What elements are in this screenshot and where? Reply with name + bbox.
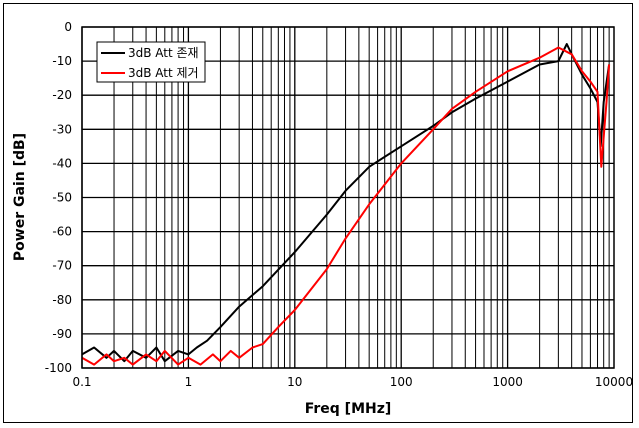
y-tick-label: -30 [52, 122, 72, 136]
y-tick-label: -20 [52, 88, 72, 102]
y-tick-label: -50 [52, 191, 72, 205]
y-tick-label: -40 [52, 156, 72, 170]
plot-area [81, 26, 615, 369]
x-tick-label: 1000 [492, 375, 523, 389]
tick-labels: 0.1 1 10 100 1000 10000 0 -10 -20 -30 -40 -50 -60 -70… [45, 20, 633, 389]
legend: 3dB Att 존재 3dB Att 제거 [96, 41, 206, 83]
legend-label-2: 3dB Att 제거 [128, 66, 199, 80]
y-tick-label: -80 [52, 293, 72, 307]
y-tick-label: -90 [52, 327, 72, 341]
y-tick-label: -70 [52, 259, 72, 273]
y-tick-label: -100 [45, 361, 72, 375]
y-tick-label: 0 [64, 20, 72, 34]
y-tick-label: -60 [52, 225, 72, 239]
legend-box [96, 41, 206, 83]
x-tick-label: 10000 [595, 375, 633, 389]
x-tick-label: 100 [390, 375, 413, 389]
y-tick-label: -10 [52, 54, 72, 68]
chart-frame [3, 3, 633, 423]
series-line-2 [81, 46, 611, 366]
series-lines [81, 43, 611, 366]
x-axis-title: Freq [MHz] [305, 401, 392, 417]
x-tick-label: 0.1 [72, 375, 91, 389]
x-tick-label: 1 [185, 375, 193, 389]
x-tick-label: 10 [287, 375, 302, 389]
legend-label-1: 3dB Att 존재 [128, 46, 199, 60]
y-axis-title: Power Gain [dB] [12, 133, 28, 261]
